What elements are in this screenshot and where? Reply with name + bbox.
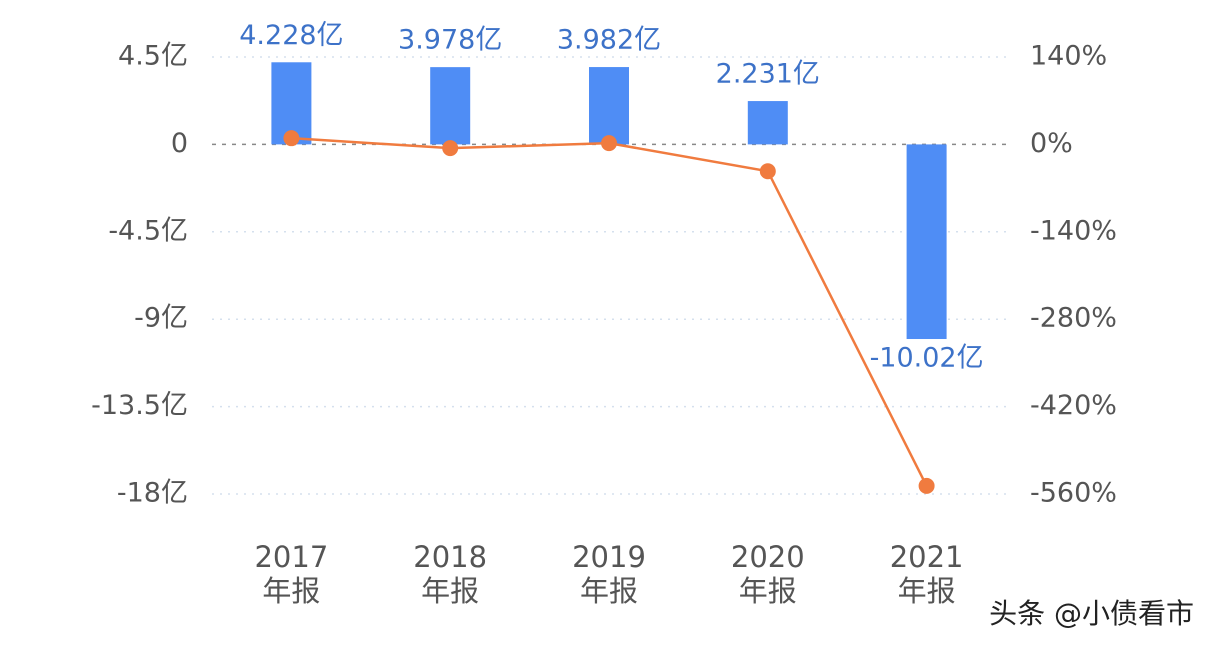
data-label: 2.231亿 [716, 59, 820, 90]
x-tick-label: 2017年报 [254, 540, 329, 608]
bar [906, 144, 947, 340]
data-label: 3.978亿 [398, 25, 502, 56]
line-point [442, 140, 459, 157]
y-tick-label: -4.5亿 [108, 215, 188, 246]
y-tick-label: 4.5亿 [118, 41, 188, 72]
line-point [601, 135, 617, 152]
y2-tick-label: -140% [1030, 215, 1117, 246]
data-label: 3.982亿 [557, 25, 661, 56]
y-tick-label: -9亿 [134, 303, 188, 334]
data-label: 4.228亿 [239, 20, 343, 51]
y2-tick-label: 140% [1030, 41, 1107, 72]
x-tick-label: 2021年报 [889, 540, 964, 608]
y2-tick-label: -420% [1030, 390, 1117, 421]
line [291, 136, 928, 487]
line-point [918, 477, 935, 494]
watermark: 头条 @小债看市 [989, 597, 1194, 630]
x-tick-label: 2020年报 [730, 540, 805, 608]
bar [589, 67, 629, 145]
data-label: -10.02亿 [870, 343, 984, 374]
y2-tick-label: -280% [1030, 303, 1117, 334]
y2-tick-label: -560% [1030, 478, 1117, 509]
y-tick-label: 0 [171, 128, 188, 159]
bar [430, 67, 471, 145]
y-tick-label: -13.5亿 [91, 390, 188, 421]
y-tick-label: -18亿 [117, 478, 188, 509]
x-tick-label: 2019年报 [572, 540, 646, 608]
x-tick-label: 2018年报 [413, 540, 488, 608]
y2-tick-label: 0% [1030, 128, 1073, 159]
line-point [283, 130, 300, 147]
line-point [759, 163, 776, 180]
bar [747, 101, 788, 145]
